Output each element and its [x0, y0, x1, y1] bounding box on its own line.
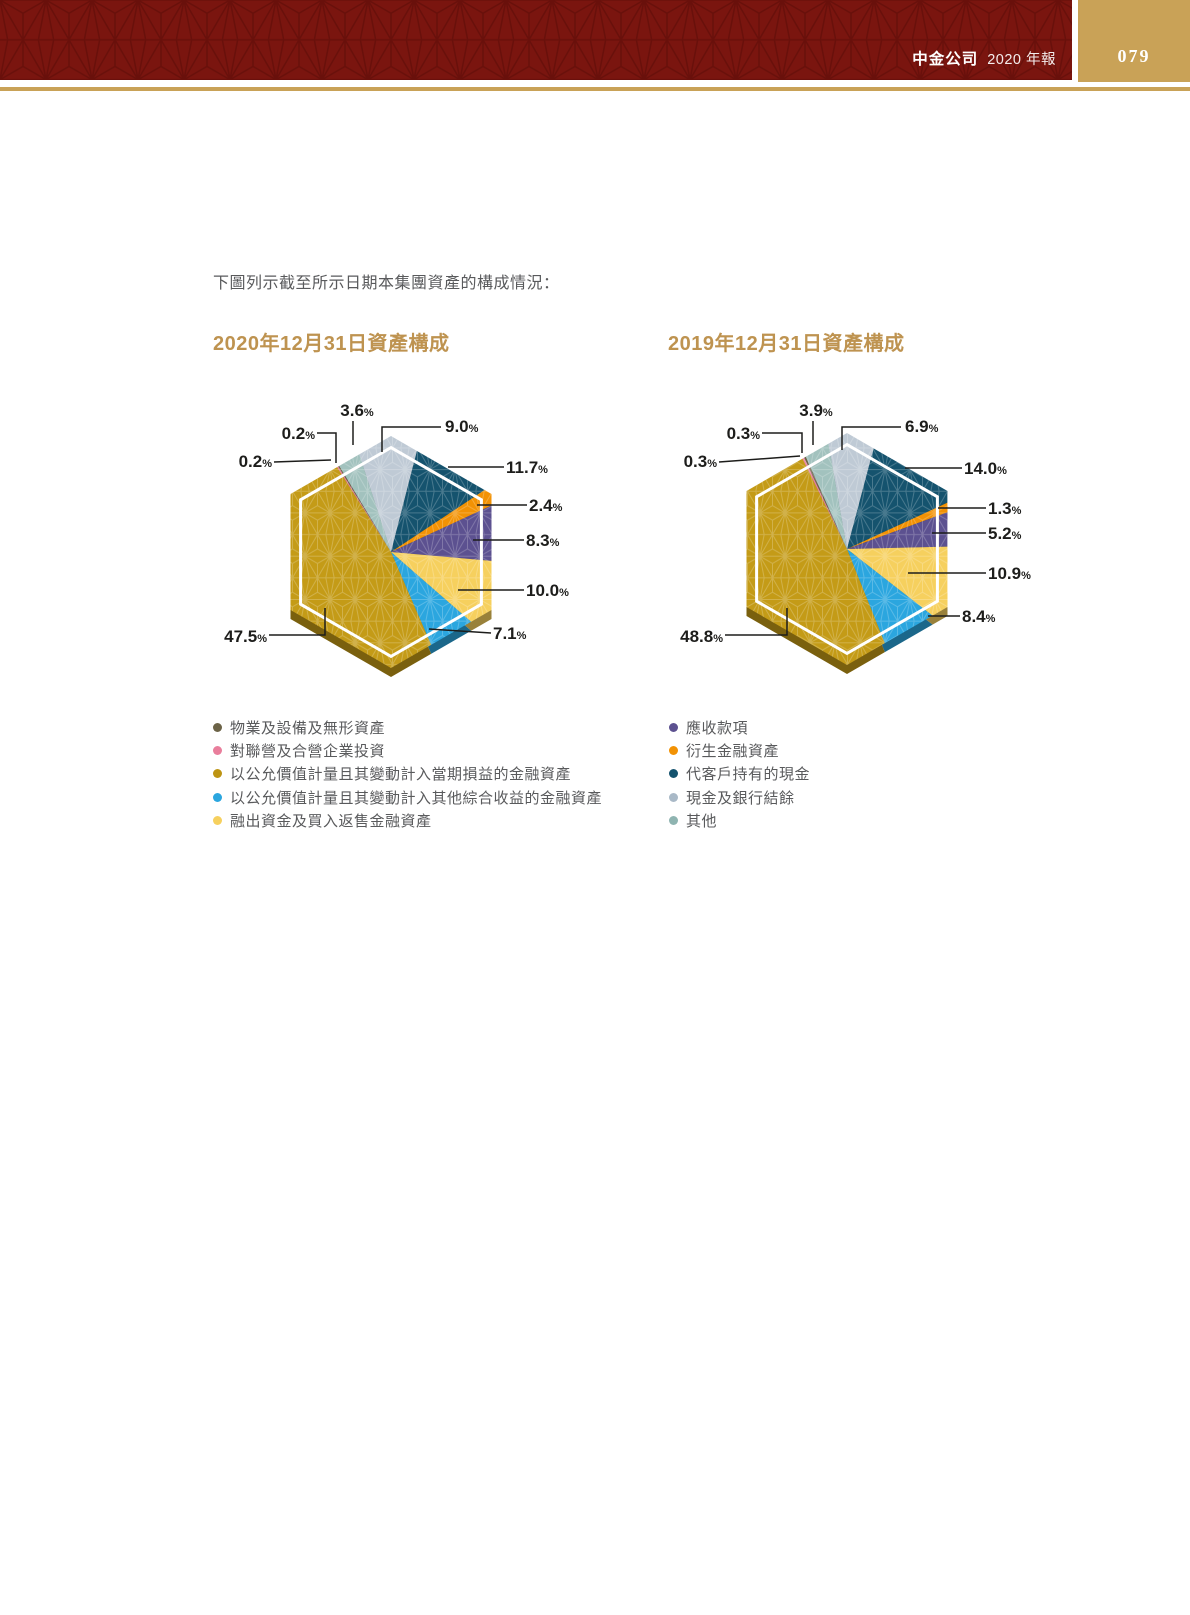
slice-value-label: 0.3% — [727, 424, 761, 443]
slice-value-label: 10.0% — [526, 581, 569, 600]
leader-line — [718, 455, 801, 463]
slice-value-label: 8.3% — [526, 531, 560, 550]
leader-line — [762, 432, 803, 453]
leader-line — [725, 608, 788, 636]
legend-dot — [213, 815, 222, 825]
legend-label: 應收款項 — [686, 720, 749, 738]
band-pattern-fill — [0, 0, 1072, 80]
legend-item: 以公允價值計量且其變動計入當期損益的金融資產 — [213, 762, 602, 785]
legend-dot — [669, 746, 678, 756]
legend-item: 代客戶持有的現金 — [669, 762, 810, 785]
legend-dot — [669, 769, 678, 779]
asanoha-overlay — [746, 433, 948, 665]
legend-column-right: 應收款項衍生金融資產代客戶持有的現金 現金及銀行結餘 其他 — [669, 716, 810, 832]
legend-label: 其他 — [686, 812, 718, 830]
legend-label: 代客戶持有的現金 — [686, 766, 811, 784]
inner-hexagon-outline — [755, 442, 939, 656]
slice-value-label: 47.5% — [224, 627, 267, 646]
legend-label: 以公允價值計量且其變動計入當期損益的金融資產 — [230, 766, 572, 784]
page-number-box: 079 — [1078, 0, 1190, 82]
slice-value-label: 6.9% — [905, 417, 939, 436]
legend-dot — [669, 792, 678, 802]
slice-value-label: 11.7% — [506, 458, 548, 477]
slice-value-label: 7.1% — [493, 624, 527, 643]
legend-item: 以公允價值計量且其變動計入其他綜合收益的金融資產 — [213, 786, 602, 809]
slice-value-label: 3.9% — [799, 401, 833, 420]
slice-value-label: 2.4% — [529, 496, 563, 515]
chart-title-2019: 2019年12月31日資產構成 — [668, 333, 905, 355]
leader-line — [841, 426, 901, 450]
slice-value-label: 8.4% — [962, 607, 996, 626]
legend-label: 融出資金及買入返售金融資產 — [230, 812, 432, 830]
legend-item: 現金及銀行結餘 — [669, 786, 810, 809]
asanoha-overlay — [290, 436, 492, 668]
leader-line — [273, 459, 332, 463]
chart-title-2020: 2020年12月31日資產構成 — [213, 333, 450, 355]
legend-item: 應收款項 — [669, 716, 810, 739]
legend-item: 對聯營及合營企業投資 — [213, 739, 602, 762]
header-asanoha-pattern — [0, 0, 1072, 80]
legend-item: 物業及設備及無形資產 — [213, 716, 602, 739]
slice-value-label: 48.8% — [680, 627, 723, 646]
slice-value-label: 5.2% — [988, 524, 1022, 543]
legend-dot — [213, 792, 222, 802]
legend-label: 現金及銀行結餘 — [686, 789, 795, 807]
legend-label: 衍生金融資產 — [686, 743, 780, 761]
legend-item: 衍生金融資產 — [669, 739, 810, 762]
legend-dot — [213, 723, 222, 733]
slice-value-label: 0.2% — [282, 424, 316, 443]
legend-label: 對聯營及合營企業投資 — [230, 743, 386, 761]
legend-dot — [669, 723, 678, 733]
leader-line — [269, 608, 326, 636]
legend-label: 物業及設備及無形資產 — [230, 720, 386, 738]
slice-value-label: 0.3% — [684, 452, 718, 471]
intro-text: 下圖列示截至所示日期本集團資產的構成情況： — [213, 275, 560, 292]
leader-line — [381, 426, 441, 452]
slice-value-label: 1.3% — [988, 499, 1022, 518]
legend-column-left: 物業及設備及無形資產 對聯營及合營企業投資以公允價值計量且其變動計入當期損益的金融… — [213, 716, 602, 832]
legend-label: 以公允價值計量且其變動計入其他綜合收益的金融資產 — [230, 789, 603, 807]
slice-value-label: 3.6% — [340, 401, 374, 420]
header-rule — [0, 87, 1190, 91]
legend-item: 其他 — [669, 809, 810, 832]
slice-value-label: 9.0% — [445, 417, 479, 436]
report-edition: 2020 年報 — [987, 52, 1056, 68]
legend-item: 融出資金及買入返售金融資產 — [213, 809, 602, 832]
slice-value-label: 10.9% — [988, 564, 1031, 583]
slice-value-label: 0.2% — [239, 452, 273, 471]
leader-line — [428, 628, 492, 634]
hex-pie-chart-2019: 6.9% 14.0% 1.3% 5.2% 10.9% 8.4% 48.8% 0.3% 0.3% 3… — [680, 401, 1031, 674]
header-text: 中金公司 2020 年報 — [912, 47, 1056, 69]
legend-dot — [669, 815, 678, 825]
leader-line — [317, 432, 337, 463]
page-number: 079 — [1117, 46, 1151, 66]
hex-pie-chart-2020: 9.0% 11.7% 2.4% 8.3% 10.0% 7.1% 47.5% 0.2% 0.2% 3… — [224, 401, 569, 677]
inner-hexagon-outline — [299, 445, 483, 659]
company-name: 中金公司 — [912, 51, 979, 68]
legend-dot — [213, 746, 222, 756]
slice-value-label: 14.0% — [964, 459, 1007, 478]
header-band: 中金公司 2020 年報 — [0, 0, 1072, 80]
legend-dot — [213, 769, 222, 779]
